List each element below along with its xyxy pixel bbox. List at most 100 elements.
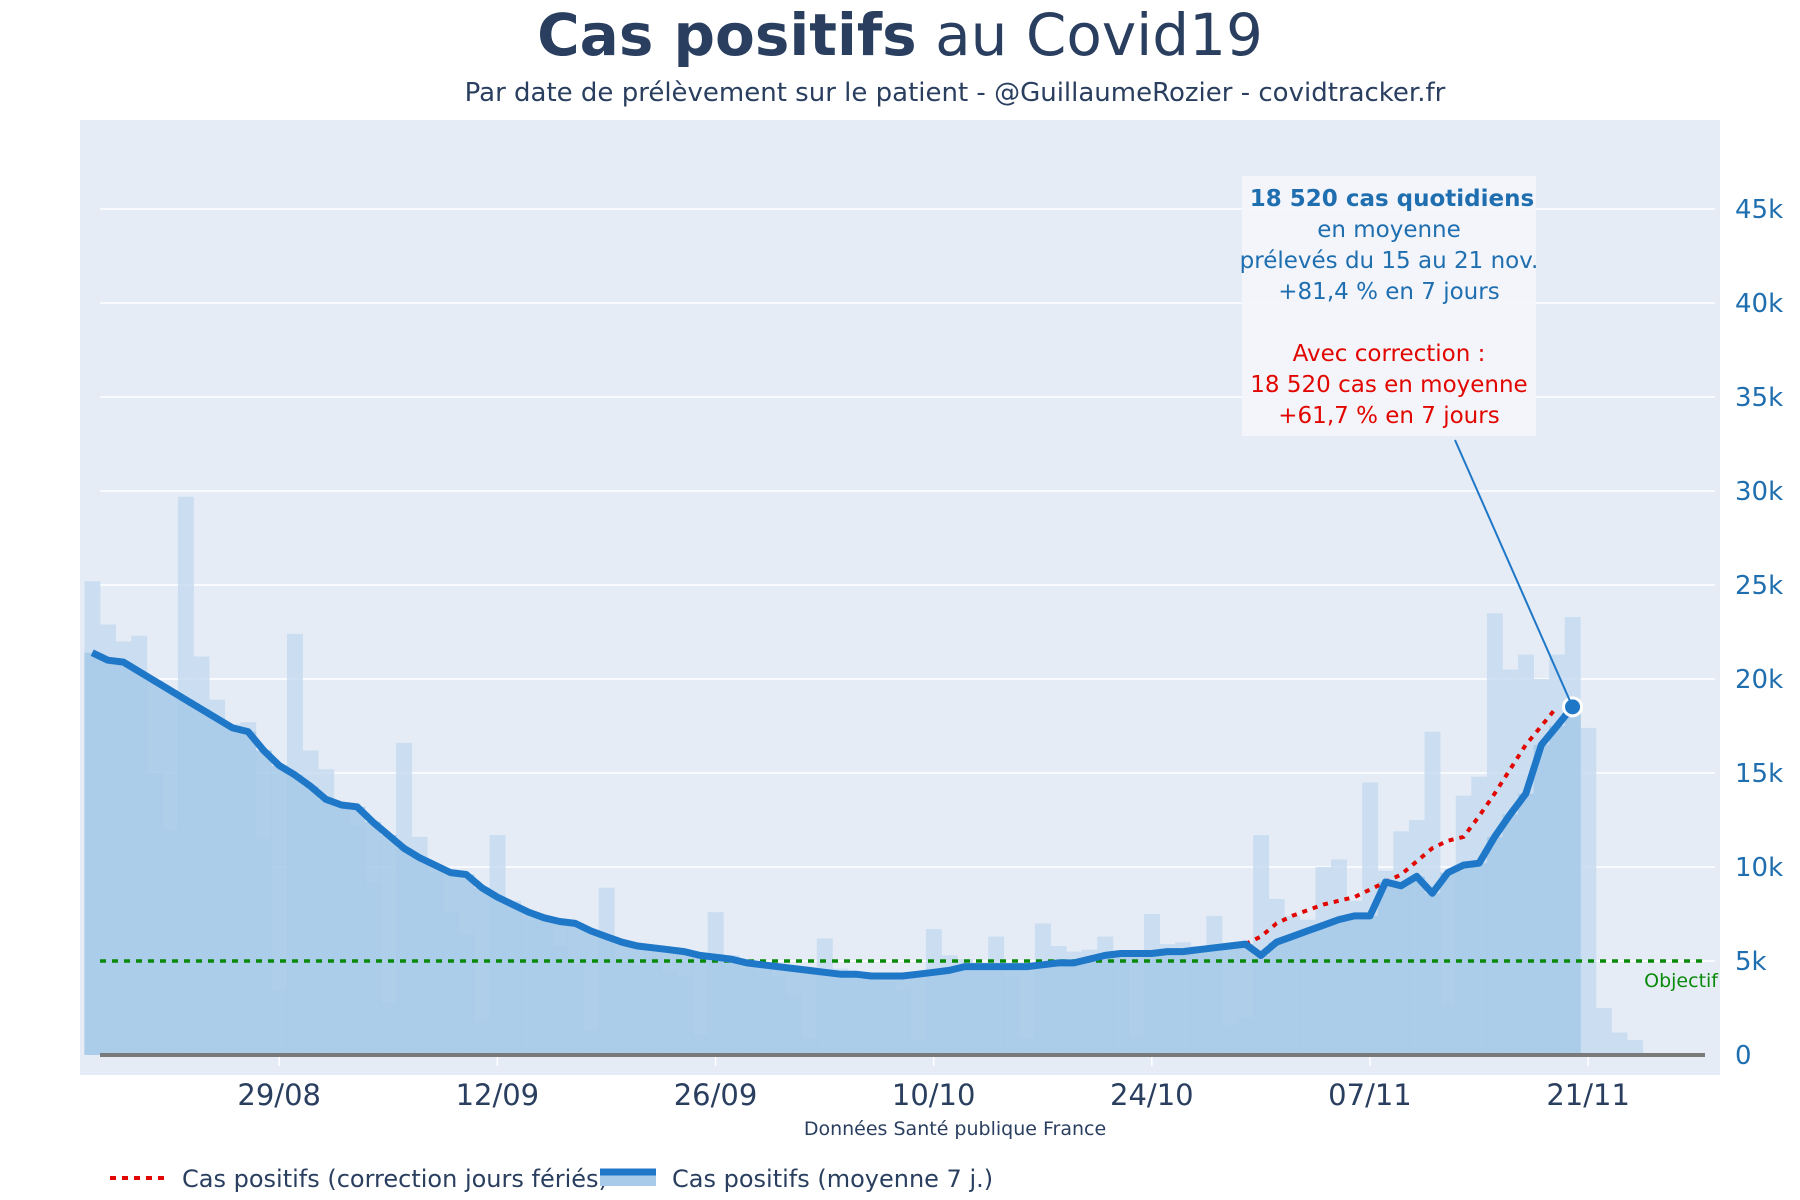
average-bar (1284, 936, 1301, 1055)
x-tick-label: 24/10 (1110, 1078, 1194, 1112)
average-bar (193, 709, 210, 1055)
legend: Cas positifs (correction jours fériés) C… (110, 1165, 993, 1193)
average-bar (707, 957, 724, 1055)
average-bar (473, 887, 490, 1055)
average-bar (1034, 964, 1051, 1055)
average-bar (1518, 793, 1534, 1055)
average-bar (364, 821, 381, 1055)
average-bar (380, 835, 397, 1055)
annotation-correction-line-1: 18 520 cas en moyenne (1250, 372, 1527, 398)
average-bar (1081, 959, 1098, 1055)
chart-title-rest: au Covid19 (917, 1, 1263, 69)
average-bar (333, 804, 350, 1055)
average-bar (816, 972, 833, 1055)
average-bar (567, 923, 584, 1055)
average-bar (318, 799, 335, 1055)
x-tick-label: 29/08 (237, 1078, 321, 1112)
annotation-line-1: en moyenne (1317, 217, 1461, 243)
average-bar (1190, 949, 1207, 1055)
average-bar (676, 951, 693, 1055)
x-tick-label: 26/09 (674, 1078, 758, 1112)
x-tick-label: 07/11 (1328, 1078, 1412, 1112)
average-bar (536, 917, 553, 1055)
annotation-background (1242, 176, 1536, 436)
average-bar (1455, 865, 1472, 1055)
average-bar (847, 974, 864, 1055)
average-bar (1237, 944, 1254, 1055)
x-tick-label: 12/09 (456, 1078, 540, 1112)
average-bar (894, 976, 911, 1055)
average-bar (1050, 962, 1067, 1055)
source-label: Données Santé publique France (804, 1118, 1106, 1140)
average-bar (271, 765, 288, 1055)
annotation-arrow (1454, 439, 1574, 708)
y-tick-label: 5k (1735, 947, 1767, 977)
annotation-title: 18 520 cas quotidiens (1250, 186, 1534, 212)
average-bar (598, 936, 615, 1055)
average-bar (100, 660, 116, 1055)
axis-layer: 0 5k 10k 15k 20k 25k 30k 35k 40k 45k 29/08 12/09 26/… (100, 195, 1783, 1112)
x-tick-label: 21/11 (1546, 1078, 1630, 1112)
average-bar (1315, 925, 1332, 1055)
y-tick-label: 40k (1735, 289, 1783, 319)
average-bar (302, 786, 319, 1055)
average-bar (1362, 915, 1379, 1055)
average-bar (583, 930, 600, 1055)
average-bar (754, 964, 771, 1055)
bars-layer (84, 496, 1644, 1055)
average-bar (723, 959, 740, 1055)
average-bar (1097, 955, 1114, 1055)
average-bar (1471, 863, 1488, 1055)
y-tick-label: 25k (1735, 571, 1783, 601)
average-bar (146, 680, 163, 1055)
moving-average-line (90, 649, 1576, 980)
average-bar (411, 857, 428, 1055)
average-bar (785, 968, 802, 1055)
average-bar (115, 662, 132, 1055)
average-bar (1003, 966, 1020, 1055)
x-tick-label: 10/10 (892, 1078, 976, 1112)
chart-title: Cas positifs au Covid19 (537, 1, 1263, 69)
legend-corrected-label: Cas positifs (correction jours fériés) (182, 1165, 608, 1193)
average-bar (645, 947, 662, 1055)
annotation-box: 18 520 cas quotidiens en moyenne prélevé… (1240, 176, 1574, 708)
chart-subtitle: Par date de prélèvement sur le patient -… (465, 78, 1446, 108)
average-bar (1175, 951, 1192, 1055)
average-bar (209, 718, 226, 1055)
average-bar (1424, 893, 1441, 1055)
average-bar (1268, 942, 1285, 1055)
average-bar (1377, 882, 1394, 1055)
average-bar (396, 848, 413, 1055)
average-bar (1159, 951, 1176, 1055)
average-bar (988, 966, 1005, 1055)
average-bar (1486, 836, 1503, 1055)
average-bar (629, 945, 646, 1055)
average-bar (551, 921, 568, 1055)
average-bar (162, 690, 179, 1055)
average-bar (972, 966, 989, 1055)
average-bar (458, 874, 475, 1055)
average-bar (349, 806, 366, 1055)
average-bar (255, 750, 272, 1055)
y-tick-label: 10k (1735, 853, 1783, 883)
y-tick-label: 30k (1735, 477, 1783, 507)
average-bar (738, 962, 755, 1055)
average-bar (941, 970, 958, 1055)
average-bar (240, 731, 257, 1055)
daily-bar (1627, 1039, 1644, 1055)
average-bar (1346, 915, 1363, 1055)
daily-bar (1595, 1008, 1612, 1055)
y-tick-label: 20k (1735, 665, 1783, 695)
average-bar (1549, 726, 1566, 1055)
y-tick-label: 15k (1735, 759, 1783, 789)
average-bar (489, 897, 506, 1055)
annotation-correction-title: Avec correction : (1293, 341, 1486, 367)
legend-average-label: Cas positifs (moyenne 7 j.) (672, 1165, 993, 1193)
average-bar (520, 912, 537, 1055)
average-bar (1206, 947, 1223, 1055)
average-bar (84, 652, 101, 1055)
average-bar (1393, 885, 1410, 1055)
average-bar (1533, 744, 1550, 1055)
average-bar (1066, 962, 1083, 1055)
